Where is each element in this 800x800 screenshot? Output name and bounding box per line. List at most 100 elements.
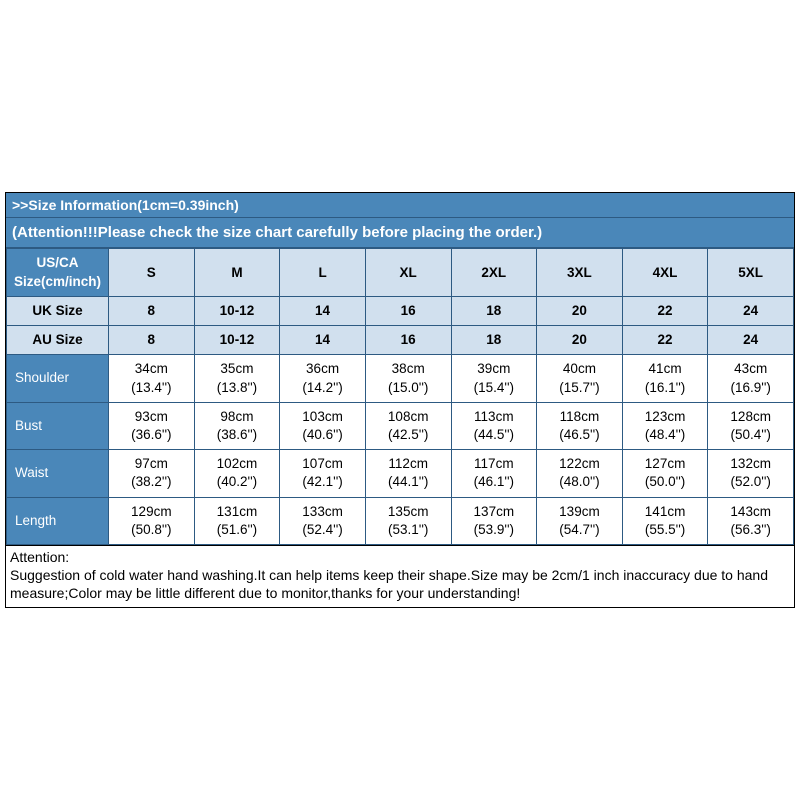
cm-value: 113cm bbox=[474, 409, 514, 424]
table-row: UK Size810-12141618202224 bbox=[7, 296, 794, 325]
inch-value: (54.7'') bbox=[559, 522, 599, 537]
inch-value: (40.6'') bbox=[302, 427, 342, 442]
cell: 131cm (51.6'') bbox=[194, 497, 280, 544]
cm-value: 122cm bbox=[559, 456, 600, 471]
cell: 24 bbox=[708, 296, 794, 325]
cell: 143cm(56.3'') bbox=[708, 497, 794, 544]
inch-value: (56.3'') bbox=[730, 522, 770, 537]
inch-value: (53.1'') bbox=[388, 522, 428, 537]
cell: 22 bbox=[622, 296, 708, 325]
cell: 40cm (15.7'') bbox=[537, 355, 623, 402]
cell: 36cm (14.2'') bbox=[280, 355, 366, 402]
table-row: Waist97cm(38.2'')102cm(40.2'')107cm(42.1… bbox=[7, 450, 794, 497]
header-us-ca: US/CA Size(cm/inch) bbox=[7, 249, 109, 296]
header-row: US/CA Size(cm/inch) S M L XL 2XL 3XL 4XL… bbox=[7, 249, 794, 296]
attention-note: Attention: Suggestion of cold water hand… bbox=[6, 545, 794, 607]
inch-value: (15.0'') bbox=[388, 380, 428, 395]
cm-value: 93cm bbox=[135, 409, 168, 424]
inch-value: (50.0'') bbox=[645, 474, 685, 489]
cm-value: 40cm bbox=[563, 361, 596, 376]
cm-value: 141cm bbox=[645, 504, 686, 519]
inch-value: (14.2'') bbox=[302, 380, 342, 395]
inch-value: (38.6'') bbox=[217, 427, 257, 442]
cell: 10-12 bbox=[194, 326, 280, 355]
cm-value: 117cm bbox=[474, 456, 514, 471]
cm-value: 103cm bbox=[302, 409, 343, 424]
inch-value: (44.5'') bbox=[474, 427, 514, 442]
inch-value: (46.1'') bbox=[474, 474, 514, 489]
cell: 34cm(13.4'') bbox=[109, 355, 195, 402]
cm-value: 133cm bbox=[302, 504, 343, 519]
row-label: AU Size bbox=[7, 326, 109, 355]
cell: 8 bbox=[109, 326, 195, 355]
cm-value: 41cm bbox=[649, 361, 682, 376]
cm-value: 43cm bbox=[734, 361, 767, 376]
inch-value: (38.2'') bbox=[131, 474, 171, 489]
cell: 18 bbox=[451, 326, 537, 355]
cm-value: 35cm bbox=[220, 361, 253, 376]
inch-value: (16.9'') bbox=[730, 380, 770, 395]
inch-value: (52.0'') bbox=[730, 474, 770, 489]
cm-value: 36cm bbox=[306, 361, 339, 376]
cm-value: 118cm bbox=[560, 409, 600, 424]
inch-value: (46.5'') bbox=[559, 427, 599, 442]
cell: 127cm(50.0'') bbox=[622, 450, 708, 497]
cell: 123cm(48.4'') bbox=[622, 402, 708, 449]
header-size: 4XL bbox=[622, 249, 708, 296]
cell: 41cm(16.1'') bbox=[622, 355, 708, 402]
inch-value: (40.2'') bbox=[217, 474, 257, 489]
inch-value: (48.0'') bbox=[559, 474, 599, 489]
inch-value: (48.4'') bbox=[645, 427, 685, 442]
inch-value: (55.5'') bbox=[645, 522, 685, 537]
table-row: Bust 93cm (36.6'') 98cm (38.6'') 103cm (40.6''… bbox=[7, 402, 794, 449]
cm-value: 39cm bbox=[477, 361, 510, 376]
cm-value: 132cm bbox=[730, 456, 771, 471]
cell: 20 bbox=[537, 296, 623, 325]
cell: 14 bbox=[280, 326, 366, 355]
cell: 135cm (53.1'') bbox=[365, 497, 451, 544]
inch-value: (50.4'') bbox=[730, 427, 770, 442]
cm-value: 131cm bbox=[217, 504, 258, 519]
inch-value: (51.6'') bbox=[217, 522, 257, 537]
inch-value: (52.4'') bbox=[302, 522, 342, 537]
header-size: L bbox=[280, 249, 366, 296]
cell: 118cm (46.5'') bbox=[537, 402, 623, 449]
inch-value: (13.8'') bbox=[217, 380, 257, 395]
cm-value: 135cm bbox=[388, 504, 429, 519]
cell: 22 bbox=[622, 326, 708, 355]
cell: 8 bbox=[109, 296, 195, 325]
cell: 112cm(44.1'') bbox=[365, 450, 451, 497]
row-label: UK Size bbox=[7, 296, 109, 325]
inch-value: (42.1'') bbox=[302, 474, 342, 489]
cell: 141cm (55.5'') bbox=[622, 497, 708, 544]
cell: 102cm (40.2'') bbox=[194, 450, 280, 497]
row-label: Waist bbox=[7, 450, 109, 497]
cm-value: 137cm bbox=[474, 504, 515, 519]
cell: 113cm (44.5'') bbox=[451, 402, 537, 449]
cm-value: 98cm bbox=[220, 409, 253, 424]
inch-value: (15.7'') bbox=[559, 380, 599, 395]
cell: 122cm (48.0'') bbox=[537, 450, 623, 497]
cell: 14 bbox=[280, 296, 366, 325]
cell: 133cm (52.4'') bbox=[280, 497, 366, 544]
cell: 24 bbox=[708, 326, 794, 355]
cm-value: 108cm bbox=[388, 409, 429, 424]
header-size: 3XL bbox=[537, 249, 623, 296]
row-label: Bust bbox=[7, 402, 109, 449]
note-title: Attention: bbox=[10, 549, 69, 565]
row-label: Length bbox=[7, 497, 109, 544]
cell: 117cm (46.1'') bbox=[451, 450, 537, 497]
cell: 128cm(50.4'') bbox=[708, 402, 794, 449]
cell: 129cm(50.8'') bbox=[109, 497, 195, 544]
inch-value: (36.6'') bbox=[131, 427, 171, 442]
row-label: Shoulder bbox=[7, 355, 109, 402]
inch-value: (15.4'') bbox=[474, 380, 514, 395]
cm-value: 139cm bbox=[559, 504, 600, 519]
cell: 108cm(42.5'') bbox=[365, 402, 451, 449]
cell: 16 bbox=[365, 326, 451, 355]
cm-value: 102cm bbox=[217, 456, 258, 471]
inch-value: (13.4'') bbox=[131, 380, 171, 395]
cell: 35cm (13.8'') bbox=[194, 355, 280, 402]
cm-value: 38cm bbox=[392, 361, 425, 376]
header-size: 2XL bbox=[451, 249, 537, 296]
